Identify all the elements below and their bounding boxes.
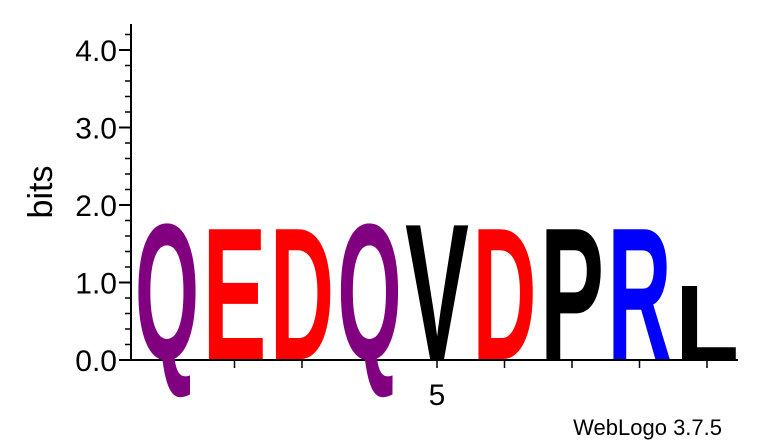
y-tick-label: 0.0 — [75, 345, 117, 378]
logo-letter-l: L — [675, 265, 739, 382]
logo-letter-p: P — [540, 189, 604, 400]
logo-letter-v: V — [405, 184, 469, 401]
logo-letter-d: D — [473, 190, 537, 400]
logo-letter-q: Q — [135, 183, 199, 400]
y-tick-label: 3.0 — [75, 113, 117, 146]
logo-letter-d: D — [270, 190, 334, 400]
logo-letter-e: E — [203, 189, 267, 400]
y-tick-label: 1.0 — [75, 268, 117, 301]
y-axis-label: bits — [22, 166, 60, 219]
credit-label: WebLogo 3.7.5 — [573, 415, 722, 440]
axes: 0.0 1.0 2.0 3.0 4.0 5 — [75, 24, 738, 412]
y-tick-label: 4.0 — [75, 35, 117, 68]
y-tick-label: 2.0 — [75, 190, 117, 223]
logo-letter-r: R — [608, 190, 672, 400]
logo-letter-q: Q — [338, 183, 402, 400]
x-tick-label: 5 — [429, 379, 446, 412]
